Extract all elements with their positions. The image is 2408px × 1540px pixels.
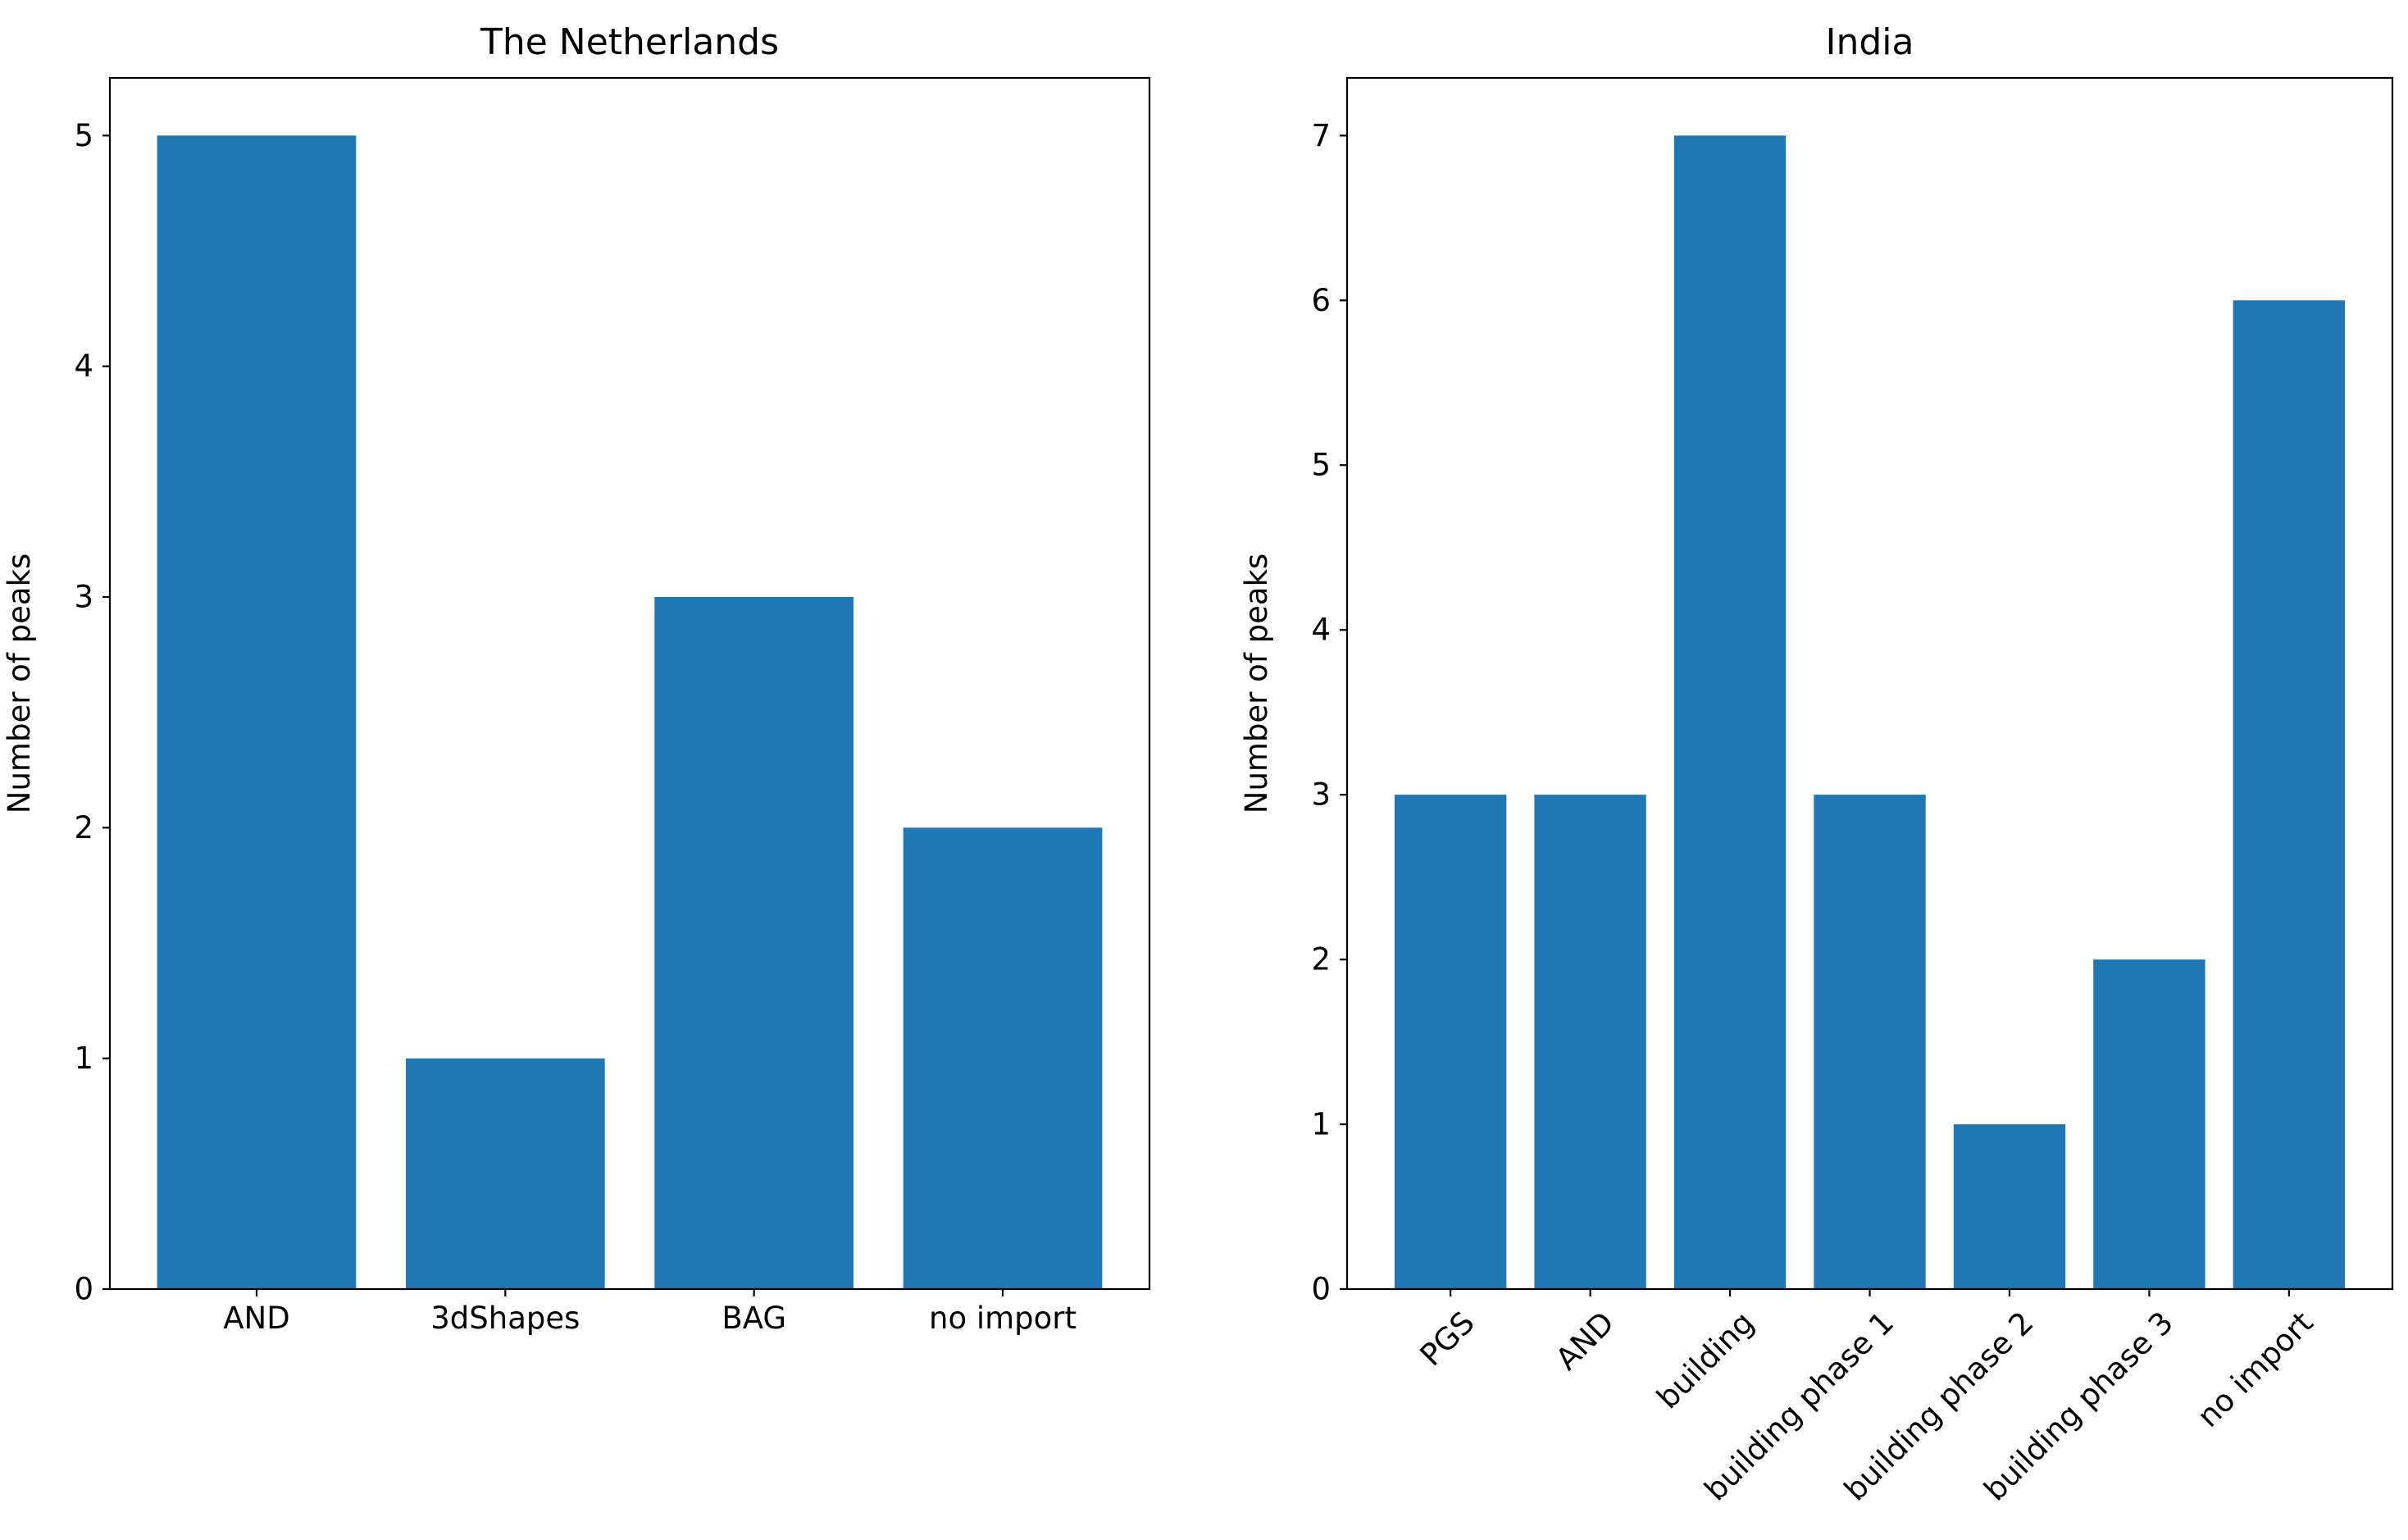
y-tick-label: 4 bbox=[74, 349, 93, 384]
bar-netherlands-1 bbox=[157, 135, 357, 1289]
bar-india-7 bbox=[2233, 300, 2346, 1290]
x-tick-label: PGS bbox=[1413, 1305, 1482, 1373]
y-tick-label: 3 bbox=[1311, 777, 1331, 813]
bar-netherlands-4 bbox=[903, 827, 1103, 1289]
y-tick-label: 0 bbox=[74, 1272, 93, 1307]
chart-title: India bbox=[1826, 21, 1914, 63]
x-tick-label: AND bbox=[223, 1301, 289, 1336]
chart-panel-netherlands: 0 1 2 3 4 5 AND 3dShapes BAG no import The Netherl… bbox=[2, 21, 1151, 1336]
x-tick-label: no import bbox=[929, 1301, 1077, 1336]
bar-india-5 bbox=[1953, 1124, 2066, 1289]
chart-title: The Netherlands bbox=[480, 21, 779, 63]
y-tick-label: 3 bbox=[74, 580, 93, 615]
x-tick-label: building bbox=[1650, 1305, 1760, 1415]
bar-india-4 bbox=[1814, 795, 1926, 1289]
x-tick-label: AND bbox=[1549, 1305, 1621, 1377]
x-tick-label: 3dShapes bbox=[430, 1301, 580, 1336]
y-tick-label: 2 bbox=[74, 810, 93, 845]
y-axis-label: Number of peaks bbox=[1239, 554, 1274, 813]
y-tick-label: 7 bbox=[1311, 118, 1331, 153]
bar-netherlands-2 bbox=[405, 1058, 605, 1289]
y-axis-label: Number of peaks bbox=[2, 554, 37, 813]
y-tick-label: 1 bbox=[74, 1041, 93, 1076]
y-tick-label: 5 bbox=[1311, 448, 1331, 483]
y-tick-label: 0 bbox=[1311, 1272, 1331, 1307]
y-tick-label: 2 bbox=[1311, 942, 1331, 977]
y-tick-label: 4 bbox=[1311, 613, 1331, 648]
x-tick-label: BAG bbox=[721, 1301, 786, 1336]
bar-india-1 bbox=[1394, 795, 1507, 1289]
y-tick-label: 6 bbox=[1311, 283, 1331, 318]
axes-frame bbox=[108, 76, 1151, 1291]
bar-india-3 bbox=[1673, 135, 1787, 1289]
bar-india-2 bbox=[1534, 795, 1646, 1289]
bar-india-6 bbox=[2093, 959, 2205, 1289]
x-tick-label: no import bbox=[2191, 1305, 2320, 1434]
bar-netherlands-3 bbox=[654, 597, 854, 1289]
y-tick-label: 1 bbox=[1311, 1107, 1331, 1142]
y-tick-label: 5 bbox=[74, 118, 93, 153]
